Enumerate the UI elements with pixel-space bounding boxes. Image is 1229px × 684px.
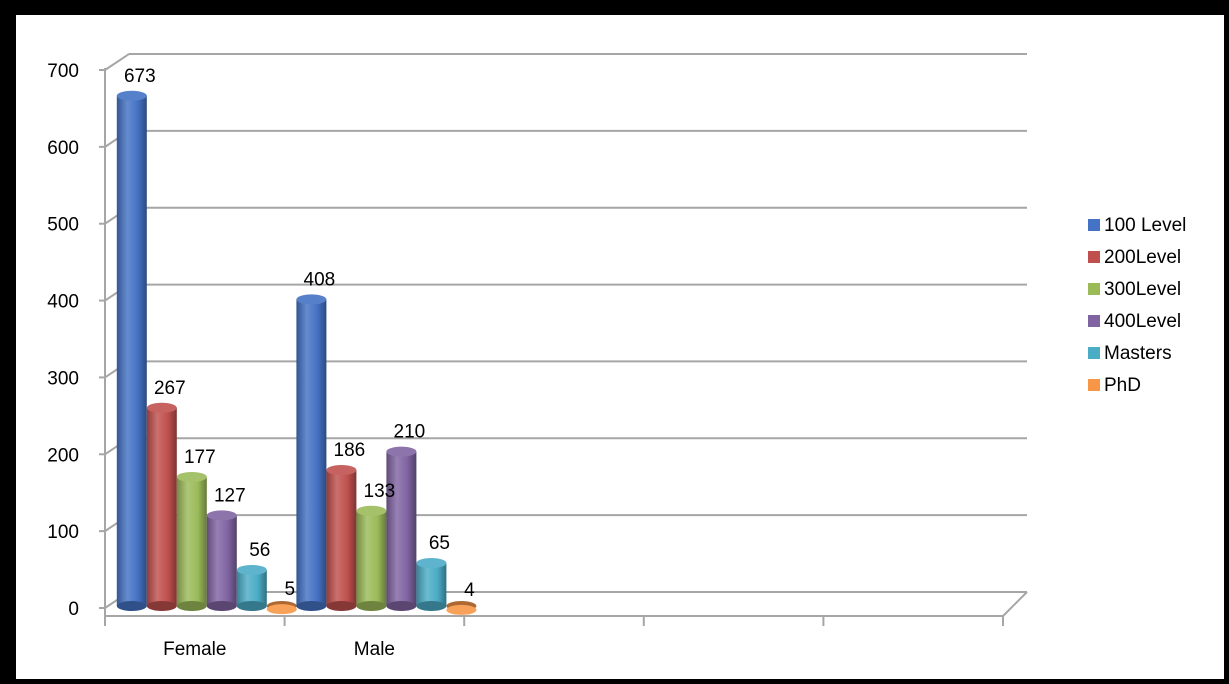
bar-top [296, 294, 327, 305]
legend-item: 400Level [1088, 311, 1181, 332]
bar-top [386, 446, 417, 457]
legend-swatch [1088, 219, 1100, 231]
bar [176, 471, 207, 611]
y-tick-label: 500 [47, 215, 79, 236]
bar-body [296, 299, 327, 606]
bar-top [446, 604, 477, 615]
data-label: 5 [285, 579, 296, 600]
bar [206, 510, 237, 611]
legend-label: 200Level [1104, 247, 1181, 268]
data-label: 186 [334, 440, 366, 461]
bar [326, 465, 357, 611]
bar-base [416, 601, 447, 611]
bar-body [176, 476, 207, 606]
bar-base [326, 601, 357, 611]
y-tick-label: 200 [47, 445, 79, 466]
bar-top [266, 604, 297, 615]
bar-top [206, 510, 237, 521]
data-label: 210 [394, 422, 426, 443]
x-tick-label: Female [163, 639, 226, 660]
legend-item: Masters [1088, 343, 1172, 364]
y-tick-label: 700 [47, 61, 79, 82]
bar [446, 601, 477, 615]
bar-top [146, 402, 177, 413]
bar-base [146, 601, 177, 611]
data-labels: 673 267 177 127 56 5 408 186 133 210 65 4 [124, 66, 475, 601]
y-tick-label: 400 [47, 292, 79, 313]
bars [116, 90, 477, 615]
data-label: 267 [154, 378, 186, 399]
bar-body [326, 470, 357, 606]
data-label: 408 [304, 269, 336, 290]
bar-base [356, 601, 387, 611]
bar [356, 505, 387, 611]
bar [236, 564, 267, 611]
chart-frame: 0 100 200 300 400 500 600 700 Female Male 673 267 1… [16, 15, 1224, 679]
legend-swatch [1088, 379, 1100, 391]
bar-body [116, 95, 147, 606]
data-label: 177 [184, 447, 216, 468]
y-tick-label: 300 [47, 368, 79, 389]
legend-item: 100 Level [1088, 215, 1186, 236]
y-tick-label: 600 [47, 138, 79, 159]
bar-body [206, 515, 237, 606]
bar-body [416, 563, 447, 606]
bar-top [326, 465, 357, 476]
legend-swatch [1088, 315, 1100, 327]
bar-base [116, 601, 147, 611]
floor-side-edge [1002, 591, 1028, 617]
legend-item: 300Level [1088, 279, 1181, 300]
bar [416, 558, 447, 611]
bar-base [386, 601, 417, 611]
y-tick-label: 100 [47, 522, 79, 543]
legend-swatch [1088, 251, 1100, 263]
legend-label: 100 Level [1104, 215, 1186, 236]
legend-label: Masters [1104, 343, 1172, 364]
gridline-side [104, 53, 130, 71]
legend-label: 300Level [1104, 279, 1181, 300]
data-label: 4 [464, 580, 475, 601]
bar-body [386, 451, 417, 606]
bar-body [236, 569, 267, 606]
legend-swatch [1088, 347, 1100, 359]
y-tick-label: 0 [68, 599, 79, 620]
data-label: 127 [214, 485, 246, 506]
data-label: 133 [364, 481, 396, 502]
legend-label: 400Level [1104, 311, 1181, 332]
data-label: 65 [429, 533, 450, 554]
bar-top [416, 558, 447, 569]
bar-base [296, 601, 327, 611]
bar [296, 294, 327, 611]
x-tick-label: Male [354, 639, 395, 660]
bar-body [356, 510, 387, 606]
legend-item: 200Level [1088, 247, 1181, 268]
legend-swatch [1088, 283, 1100, 295]
gridlines [104, 53, 1027, 609]
bar-base [236, 601, 267, 611]
bar [116, 90, 147, 611]
bar-base [206, 601, 237, 611]
bar-top [356, 505, 387, 516]
bar [146, 402, 177, 611]
legend-item: PhD [1088, 375, 1141, 396]
legend-label: PhD [1104, 375, 1141, 396]
bar [266, 601, 297, 615]
bar [386, 446, 417, 611]
data-label: 56 [249, 540, 270, 561]
legend: 100 Level 200Level 300Level 400Level Masters… [1088, 215, 1186, 396]
bar-top [116, 90, 147, 101]
data-label: 673 [124, 66, 156, 87]
bar-body [146, 407, 177, 606]
bar-top [176, 471, 207, 482]
axes: 0 100 200 300 400 500 600 700 Female Male [47, 61, 1028, 660]
clustered-bar-chart: 0 100 200 300 400 500 600 700 Female Male 673 267 1… [47, 53, 1186, 660]
bar-top [236, 564, 267, 575]
bar-base [176, 601, 207, 611]
